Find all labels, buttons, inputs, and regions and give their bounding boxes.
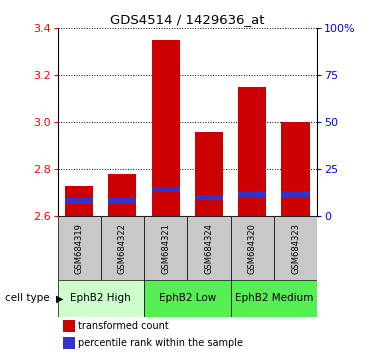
Bar bbox=[231, 216, 274, 280]
Title: GDS4514 / 1429636_at: GDS4514 / 1429636_at bbox=[110, 13, 265, 26]
Bar bbox=[108, 174, 137, 216]
Text: GSM684324: GSM684324 bbox=[204, 223, 213, 274]
Bar bbox=[282, 191, 310, 196]
Bar bbox=[144, 216, 187, 280]
Text: GSM684323: GSM684323 bbox=[291, 223, 300, 274]
Text: cell type: cell type bbox=[6, 293, 50, 303]
Bar bbox=[144, 280, 231, 317]
Bar bbox=[274, 216, 317, 280]
Bar bbox=[58, 280, 144, 317]
Bar bbox=[63, 337, 75, 349]
Text: GSM684322: GSM684322 bbox=[118, 223, 127, 274]
Bar bbox=[152, 40, 180, 216]
Bar bbox=[195, 195, 223, 200]
Text: GSM684320: GSM684320 bbox=[248, 223, 257, 274]
Bar bbox=[187, 216, 231, 280]
Bar bbox=[63, 320, 75, 332]
Bar bbox=[101, 216, 144, 280]
Bar bbox=[238, 87, 266, 216]
Bar bbox=[231, 280, 317, 317]
Text: GSM684319: GSM684319 bbox=[75, 223, 83, 274]
Bar bbox=[238, 191, 266, 196]
Text: EphB2 Low: EphB2 Low bbox=[159, 293, 216, 303]
Bar bbox=[65, 186, 93, 216]
Bar bbox=[152, 187, 180, 192]
Bar bbox=[58, 216, 101, 280]
Bar bbox=[108, 198, 137, 204]
Text: ▶: ▶ bbox=[56, 293, 63, 303]
Bar bbox=[282, 122, 310, 216]
Text: GSM684321: GSM684321 bbox=[161, 223, 170, 274]
Text: EphB2 High: EphB2 High bbox=[70, 293, 131, 303]
Bar bbox=[195, 132, 223, 216]
Text: EphB2 Medium: EphB2 Medium bbox=[235, 293, 313, 303]
Text: transformed count: transformed count bbox=[78, 321, 169, 331]
Text: percentile rank within the sample: percentile rank within the sample bbox=[78, 338, 243, 348]
Bar bbox=[65, 198, 93, 204]
